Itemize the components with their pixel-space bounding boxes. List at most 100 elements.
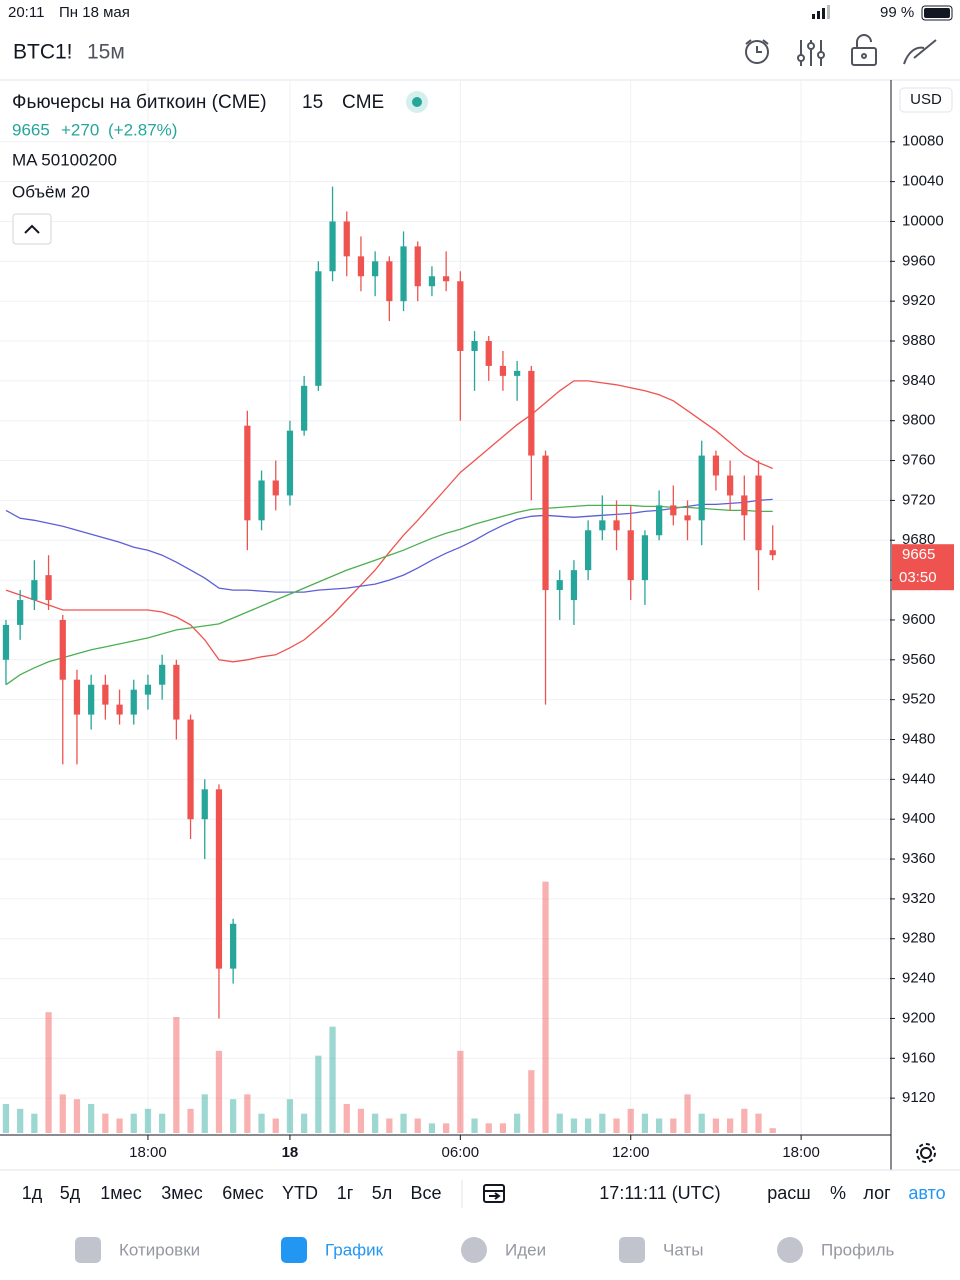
- option-button[interactable]: лог: [863, 1183, 891, 1203]
- tab-label[interactable]: Профиль: [821, 1240, 895, 1259]
- volume-bar: [329, 1026, 336, 1133]
- volume-bar: [116, 1118, 123, 1133]
- volume-bar: [215, 1050, 223, 1133]
- y-tick-label: 9520: [902, 691, 935, 708]
- tab-bar: Котировки График Идеи Чаты Профиль: [75, 1237, 895, 1263]
- period-button[interactable]: Все: [410, 1183, 441, 1203]
- y-tick-label: 9120: [902, 1089, 935, 1106]
- volume-bar: [514, 1113, 521, 1133]
- volume-bar: [670, 1118, 677, 1133]
- tab-icon[interactable]: [281, 1237, 307, 1263]
- volume-bar: [31, 1113, 38, 1133]
- candle-body: [400, 246, 407, 302]
- volume-bar: [485, 1123, 492, 1133]
- y-tick-label: 9400: [902, 810, 935, 827]
- volume-bar: [88, 1104, 95, 1133]
- moving-average: [5, 504, 773, 686]
- draw-icon[interactable]: [903, 39, 937, 65]
- option-button[interactable]: расш: [767, 1183, 810, 1203]
- tab-label[interactable]: Чаты: [663, 1240, 703, 1259]
- volume-bar: [585, 1118, 592, 1133]
- candle-body: [286, 430, 294, 496]
- candle-body: [230, 923, 237, 969]
- volume-bar: [2, 1104, 10, 1133]
- tab-label[interactable]: Идеи: [505, 1240, 546, 1259]
- legend-change: +270: [61, 120, 99, 139]
- candle-body: [528, 370, 535, 456]
- period-button[interactable]: 5л: [372, 1183, 393, 1203]
- volume-bar: [272, 1118, 279, 1133]
- volume-bar: [627, 1108, 634, 1133]
- period-button[interactable]: 6мес: [222, 1183, 263, 1203]
- y-tick-label: 10080: [902, 133, 944, 150]
- battery-icon: [921, 5, 953, 21]
- compare-icon[interactable]: [483, 1184, 505, 1203]
- candle-body: [769, 550, 776, 556]
- period-button[interactable]: 5д: [60, 1183, 81, 1203]
- lock-icon[interactable]: [851, 34, 877, 66]
- candle-body: [59, 619, 66, 680]
- candle-body: [329, 221, 336, 272]
- volume-bar: [613, 1118, 620, 1133]
- candle-body: [570, 570, 578, 601]
- volume-bar: [73, 1099, 81, 1133]
- candle-body: [428, 276, 436, 287]
- currency: USD: [910, 91, 942, 108]
- candle-body: [585, 530, 592, 571]
- y-tick-label: 9760: [902, 452, 935, 469]
- candle-body: [116, 704, 123, 715]
- candle-body: [755, 475, 762, 551]
- interval[interactable]: 15м: [87, 41, 125, 64]
- tab-icon[interactable]: [75, 1237, 101, 1263]
- alarm-icon[interactable]: [745, 39, 769, 64]
- volume-bar: [244, 1094, 251, 1133]
- candle-body: [45, 575, 52, 601]
- candle-body: [542, 455, 549, 591]
- symbol[interactable]: BTC1!: [13, 41, 73, 64]
- candle-body: [712, 455, 720, 476]
- x-tick-label: 18:00: [782, 1144, 820, 1161]
- option-button[interactable]: авто: [908, 1183, 945, 1203]
- legend-change-pct: (+2.87%): [108, 120, 177, 139]
- signal-icon: [812, 5, 830, 19]
- y-tick-label: 9240: [902, 970, 935, 987]
- candle-body: [272, 480, 279, 496]
- candle-body: [684, 515, 691, 521]
- tab-icon[interactable]: [619, 1237, 645, 1263]
- candle-body: [173, 664, 180, 720]
- volume-bar: [130, 1113, 137, 1133]
- volume-bar: [258, 1113, 265, 1133]
- y-tick-label: 9720: [902, 491, 935, 508]
- candle-body: [144, 684, 152, 695]
- candle-body: [215, 789, 223, 969]
- period-button[interactable]: 1мес: [100, 1183, 141, 1203]
- period-button[interactable]: 1г: [337, 1183, 354, 1203]
- option-button[interactable]: %: [830, 1183, 846, 1203]
- collapse-button[interactable]: [12, 213, 52, 245]
- status-dot: [412, 97, 422, 107]
- legend-interval: 15: [302, 92, 323, 113]
- candle-body: [627, 530, 634, 581]
- candle-body: [357, 256, 365, 277]
- legend-price: 9665: [12, 120, 50, 139]
- volume-bar: [173, 1017, 180, 1133]
- period-button[interactable]: YTD: [282, 1183, 318, 1203]
- settings-icon[interactable]: [916, 1143, 936, 1163]
- period-button[interactable]: 3мес: [161, 1183, 202, 1203]
- tab-label[interactable]: График: [325, 1240, 384, 1259]
- volume-bar: [230, 1099, 237, 1133]
- candle-body: [613, 520, 620, 531]
- candle-body: [499, 365, 507, 376]
- tab-icon[interactable]: [777, 1237, 803, 1263]
- candle-body: [88, 684, 95, 715]
- indicators-icon[interactable]: [797, 40, 825, 66]
- candle-body: [698, 455, 705, 521]
- candle-body: [372, 261, 379, 277]
- tab-label[interactable]: Котировки: [119, 1240, 200, 1259]
- period-button[interactable]: 1д: [22, 1183, 43, 1203]
- volume-bar: [471, 1118, 478, 1133]
- x-tick-label: 18:00: [129, 1144, 167, 1161]
- tab-icon[interactable]: [461, 1237, 487, 1263]
- volume-bar: [386, 1118, 393, 1133]
- y-tick-label: 9680: [902, 531, 935, 548]
